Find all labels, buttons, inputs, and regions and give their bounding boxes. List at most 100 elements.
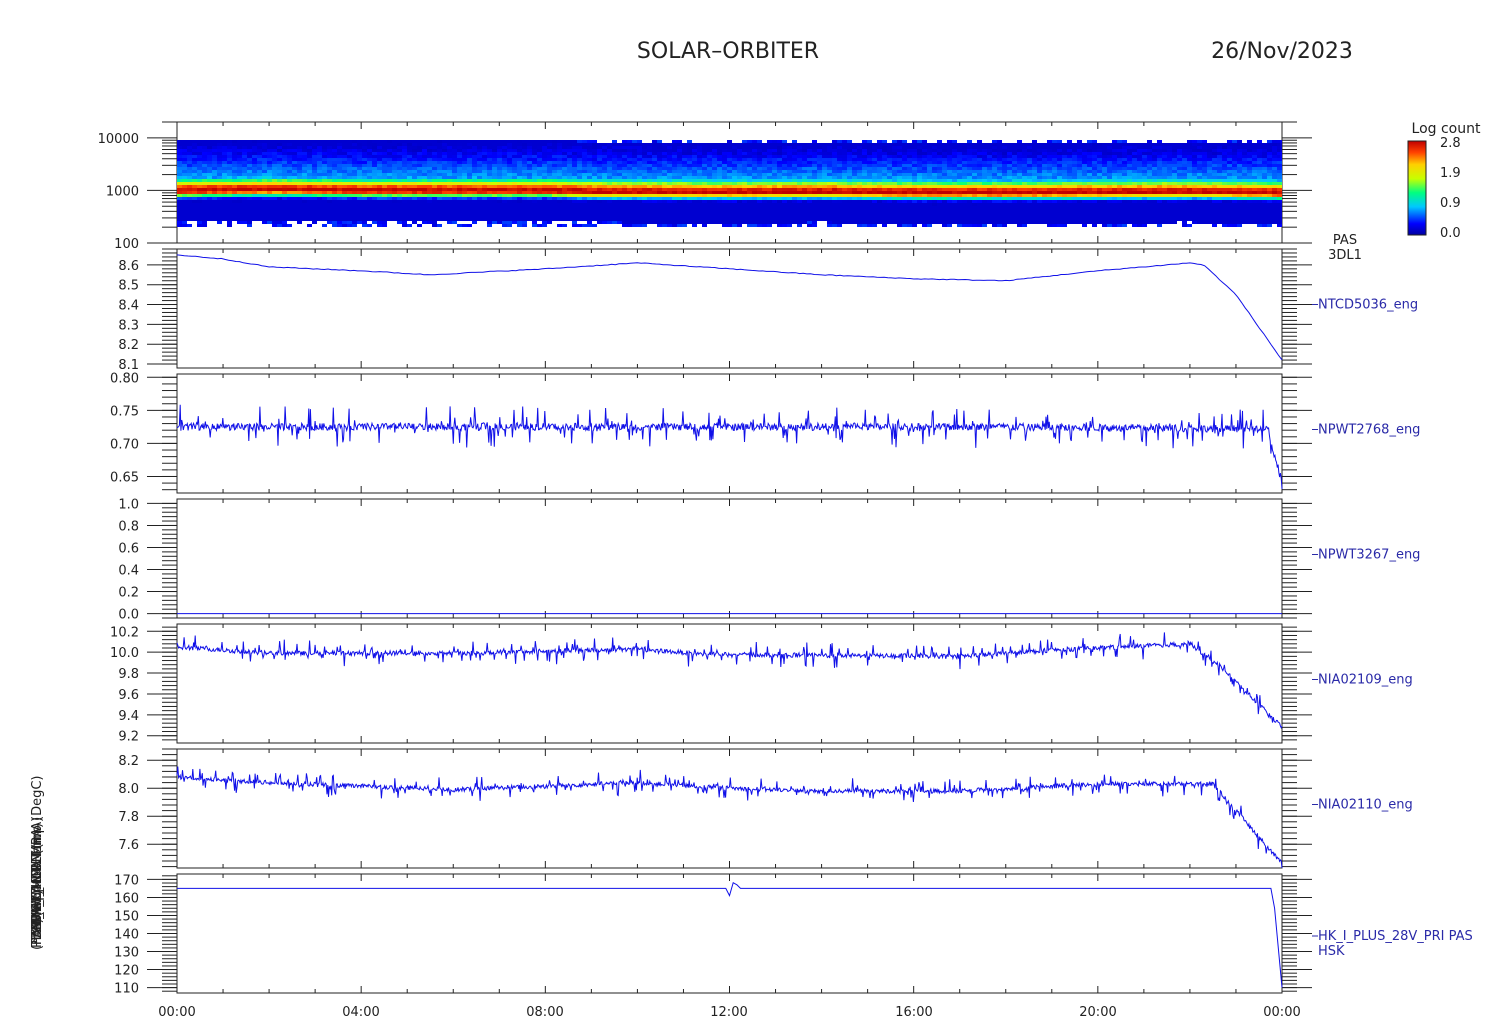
spectrogram-pixel: [777, 140, 782, 143]
spectrogram-pixel: [732, 164, 737, 167]
spectrogram-pixel: [877, 179, 882, 182]
spectrogram-pixel: [192, 179, 197, 182]
spectrogram-pixel: [922, 197, 927, 200]
spectrogram-pixel: [927, 209, 932, 212]
spectrogram-pixel: [737, 188, 742, 191]
spectrogram-pixel: [1027, 209, 1032, 212]
spectrogram-pixel: [537, 140, 542, 143]
spectrogram-pixel: [742, 203, 747, 206]
spectrogram-pixel: [277, 164, 282, 167]
spectrogram-pixel: [707, 182, 712, 185]
spectrogram-pixel: [712, 149, 717, 152]
spectrogram-pixel: [247, 176, 252, 179]
spectrogram-pixel: [667, 146, 672, 149]
spectrogram-pixel: [662, 197, 667, 200]
spectrogram-pixel: [402, 218, 407, 221]
spectrogram-pixel: [647, 209, 652, 212]
spectrogram-pixel: [1027, 149, 1032, 152]
spectrogram-pixel: [792, 200, 797, 203]
spectrogram-pixel: [1007, 158, 1012, 161]
spectrogram-pixel: [602, 212, 607, 215]
spectrogram-pixel: [1012, 194, 1017, 197]
spectrogram-pixel: [382, 188, 387, 191]
spectrogram-pixel: [907, 209, 912, 212]
spectrogram-pixel: [672, 161, 677, 164]
spectrogram-pixel: [967, 194, 972, 197]
spectrogram-pixel: [872, 212, 877, 215]
spectrogram-pixel: [422, 215, 427, 218]
spectrogram-pixel: [912, 140, 917, 143]
spectrogram-pixel: [1007, 152, 1012, 155]
spectrogram-pixel: [937, 215, 942, 218]
spectrogram-pixel: [427, 206, 432, 209]
spectrogram-pixel: [1002, 158, 1007, 161]
spectrogram-pixel: [842, 206, 847, 209]
spectrogram-pixel: [582, 149, 587, 152]
spectrogram-pixel: [622, 221, 627, 224]
spectrogram-pixel: [577, 143, 582, 146]
spectrogram-pixel: [1027, 200, 1032, 203]
spectrogram-pixel: [667, 209, 672, 212]
spectrogram-pixel: [307, 215, 312, 218]
spectrogram-pixel: [232, 200, 237, 203]
colorbar-tick: 0.9: [1440, 196, 1461, 211]
spectrogram-pixel: [387, 173, 392, 176]
spectrogram-pixel: [642, 206, 647, 209]
spectrogram-pixel: [917, 155, 922, 158]
spectrogram-pixel: [237, 215, 242, 218]
spectrogram-pixel: [1037, 170, 1042, 173]
spectrogram-pixel: [522, 143, 527, 146]
spectrogram-pixel: [917, 143, 922, 146]
spectrogram-pixel: [752, 221, 757, 224]
spectrogram-pixel: [772, 146, 777, 149]
spectrogram-pixel: [462, 182, 467, 185]
spectrogram-pixel: [422, 182, 427, 185]
spectrogram-pixel: [982, 224, 987, 227]
spectrogram-pixel: [882, 140, 887, 143]
spectrogram-pixel: [847, 161, 852, 164]
spectrogram-pixel: [572, 149, 577, 152]
spectrogram-pixel: [952, 173, 957, 176]
spectrogram-pixel: [987, 191, 992, 194]
spectrogram-pixel: [237, 164, 242, 167]
spectrogram-pixel: [622, 143, 627, 146]
spectrogram-pixel: [827, 149, 832, 152]
spectrogram-pixel: [747, 185, 752, 188]
spectrogram-pixel: [377, 188, 382, 191]
spectrogram-pixel: [267, 179, 272, 182]
spectrogram-pixel: [492, 173, 497, 176]
spectrogram-pixel: [342, 224, 347, 227]
spectrogram-pixel: [572, 161, 577, 164]
spectrogram-pixel: [567, 173, 572, 176]
spectrogram-pixel: [322, 152, 327, 155]
spectrogram-pixel: [872, 149, 877, 152]
spectrogram-pixel: [642, 185, 647, 188]
spectrogram-pixel: [287, 164, 292, 167]
spectrogram-pixel: [462, 215, 467, 218]
spectrogram-pixel: [207, 203, 212, 206]
spectrogram-pixel: [867, 164, 872, 167]
spectrogram-pixel: [312, 221, 317, 224]
spectrogram-pixel: [632, 140, 637, 143]
spectrogram-pixel: [582, 218, 587, 221]
spectrogram-pixel: [317, 197, 322, 200]
spectrogram-pixel: [542, 185, 547, 188]
spectrogram-pixel: [942, 206, 947, 209]
spectrogram-pixel: [942, 224, 947, 227]
spectrogram-pixel: [1002, 218, 1007, 221]
spectrogram-pixel: [672, 185, 677, 188]
spectrogram-pixel: [602, 209, 607, 212]
spectrogram-pixel: [857, 188, 862, 191]
spectrogram-pixel: [432, 194, 437, 197]
spectrogram-pixel: [412, 146, 417, 149]
spectrogram-pixel: [612, 212, 617, 215]
spectrogram-pixel: [892, 155, 897, 158]
spectrogram-pixel: [787, 188, 792, 191]
spectrogram-pixel: [437, 146, 442, 149]
spectrogram-pixel: [762, 221, 767, 224]
spectrogram-pixel: [742, 176, 747, 179]
spectrogram-pixel: [922, 164, 927, 167]
spectrogram-pixel: [632, 200, 637, 203]
spectrogram-pixel: [207, 206, 212, 209]
spectrogram-pixel: [617, 218, 622, 221]
